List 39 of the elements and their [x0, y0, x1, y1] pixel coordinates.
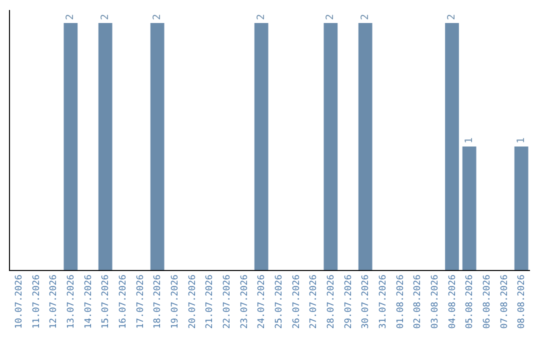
- x-tick-label: 14.07.2026: [84, 274, 94, 329]
- x-tick-label: 10.07.2026: [14, 274, 25, 329]
- x-tick-label: 01.08.2026: [396, 274, 406, 329]
- data-label: 2: [65, 14, 76, 20]
- data-label: 2: [256, 14, 267, 20]
- x-tick-label: 05.08.2026: [465, 274, 476, 329]
- x-tick-label: 18.07.2026: [153, 274, 164, 329]
- x-tick-label: 23.07.2026: [240, 274, 250, 329]
- x-tick-label: 24.07.2026: [257, 274, 268, 329]
- x-tick-label: 08.08.2026: [517, 274, 528, 329]
- x-tick-label: 07.08.2026: [500, 274, 510, 329]
- x-tick-label: 12.07.2026: [49, 274, 60, 329]
- x-tick-label: 02.08.2026: [413, 274, 424, 329]
- data-label: 1: [464, 137, 475, 144]
- data-label: 1: [516, 137, 527, 144]
- x-tick-label: 17.07.2026: [136, 274, 146, 329]
- x-tick-label: 19.07.2026: [170, 274, 181, 329]
- data-label: 2: [325, 14, 336, 20]
- x-tick-label: 03.08.2026: [430, 274, 441, 329]
- x-tick-label: 15.07.2026: [101, 274, 112, 329]
- x-tick-label: 20.07.2026: [188, 274, 198, 329]
- x-tick-label: 30.07.2026: [361, 274, 372, 329]
- data-label: 2: [100, 14, 111, 20]
- x-tick-label: 26.07.2026: [292, 274, 302, 329]
- data-label: 2: [360, 14, 371, 20]
- x-tick-label: 27.07.2026: [309, 274, 320, 329]
- x-tick-label: 06.08.2026: [482, 274, 493, 329]
- x-tick-label: 13.07.2026: [66, 274, 77, 329]
- x-tick-label: 11.07.2026: [32, 274, 42, 329]
- x-tick-label: 28.07.2026: [326, 274, 337, 329]
- x-tick-label: 29.07.2026: [344, 274, 354, 329]
- x-tick-label: 25.07.2026: [274, 274, 285, 329]
- x-tick-label: 21.07.2026: [205, 274, 216, 329]
- x-tick-label: 04.08.2026: [448, 274, 458, 329]
- data-label: 2: [446, 14, 458, 20]
- x-tick-label: 31.07.2026: [378, 274, 389, 329]
- x-tick-label: 16.07.2026: [118, 274, 129, 329]
- x-tick-label: 22.07.2026: [222, 274, 233, 329]
- data-label: 2: [152, 14, 163, 20]
